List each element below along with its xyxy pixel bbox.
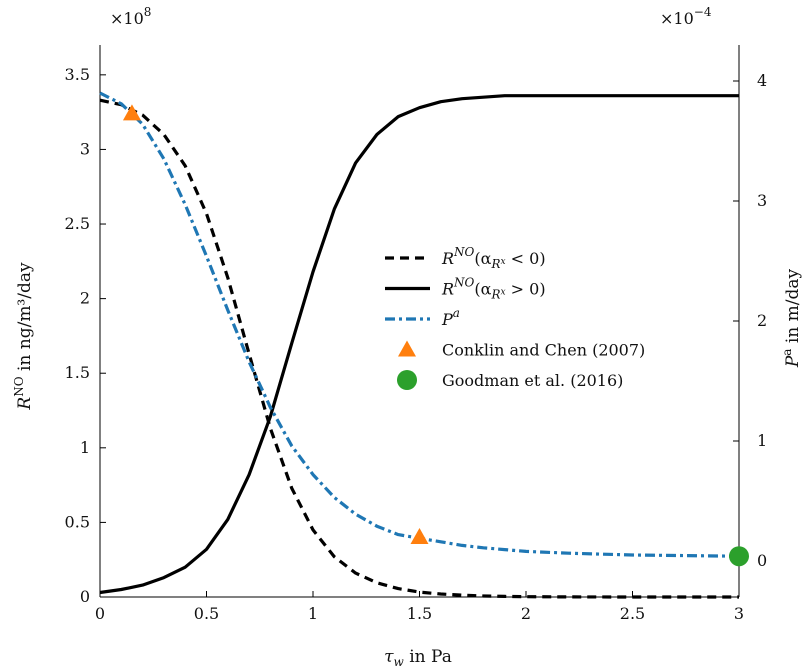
y-right-tick-label: 1 (757, 431, 767, 450)
marker-triangle (410, 528, 429, 544)
marker-circle (729, 546, 749, 567)
x-tick-label: 1 (308, 604, 318, 623)
x-tick-label: 1.5 (407, 604, 432, 623)
legend-item: Conklin and Chen (2007) (398, 340, 645, 360)
legend-label: Pa​ (441, 306, 460, 329)
y-left-tick-label: 1 (80, 438, 90, 457)
y-left-tick-label: 1.5 (65, 363, 90, 382)
y-right-tick-label: 0 (757, 551, 767, 570)
legend-label: RNO(αRx > 0) (441, 276, 546, 302)
marker-layer (122, 104, 749, 567)
axes: 0 0.5 1 1.5 2 2.5 3 0 0.5 1 1.5 2 2.5 3 3.5 0 1 2 3 4 (65, 45, 767, 623)
x-tick-label: 2 (521, 604, 531, 623)
left-axis-multiplier: ×108 (110, 5, 151, 28)
legend-label: Conklin and Chen (2007) (442, 341, 645, 360)
legend-item: Goodman et al. (2016) (397, 370, 623, 390)
x-tick-label: 0.5 (194, 604, 219, 623)
right-axis-multiplier: ×10−4 (660, 5, 712, 28)
legend-item: Pa​ (385, 306, 460, 329)
legend-swatch-triangle (398, 340, 416, 357)
y-right-axis-label: Pa in m/day (780, 268, 803, 368)
y-left-axis-label: RNO in ng/m³/day (12, 262, 35, 411)
x-tick-label: 2.5 (620, 604, 645, 623)
y-right-tick-label: 3 (757, 191, 767, 210)
y-left-tick-label: 0 (80, 587, 90, 606)
legend-swatch-circle (397, 370, 417, 390)
x-axis-label: τw in Pa (384, 647, 452, 669)
series-line-2 (99, 94, 739, 595)
y-left-tick-label: 3 (80, 139, 90, 158)
series-line-1 (99, 98, 739, 599)
y-right-tick-label: 2 (757, 311, 767, 330)
marker-triangle (122, 104, 141, 121)
series-line-3 (99, 91, 740, 558)
legend-item: RNO(αRx > 0) (385, 276, 546, 302)
y-left-tick-label: 2.5 (65, 214, 90, 233)
y-left-tick-label: 2 (80, 289, 90, 308)
y-left-tick-label: 3.5 (65, 65, 90, 84)
x-tick-label: 0 (95, 604, 105, 623)
legend-item: RNO(αRx < 0) (385, 245, 546, 271)
series-layer (99, 91, 740, 599)
x-tick-label: 3 (734, 604, 744, 623)
legend: RNO(αRx < 0) RNO(αRx > 0) Pa​ Conklin and C… (385, 245, 645, 390)
y-left-tick-label: 0.5 (65, 512, 90, 531)
y-right-tick-label: 4 (757, 71, 767, 90)
legend-label: Goodman et al. (2016) (442, 371, 623, 390)
legend-label: RNO(αRx < 0) (441, 245, 546, 271)
